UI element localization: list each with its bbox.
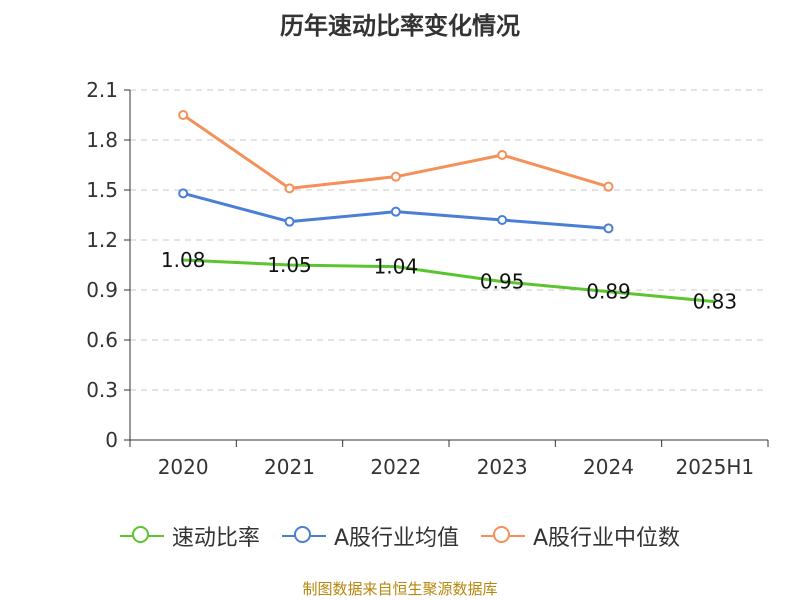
series-group [178, 110, 715, 304]
data-point [284, 183, 295, 194]
data-label: 1.04 [374, 255, 419, 279]
legend: 速动比率 A股行业均值 A股行业中位数 [0, 520, 800, 552]
legend-marker [293, 526, 311, 543]
legend-swatch [119, 525, 164, 547]
legend-marker [131, 526, 149, 543]
series-line [183, 258, 715, 304]
data-point [390, 206, 401, 217]
legend-marker [493, 526, 510, 543]
data-point [284, 216, 295, 227]
y-tick-label: 0.6 [86, 328, 118, 352]
legend-item[interactable]: 速动比率 [119, 520, 260, 552]
x-tick-label: 2024 [583, 455, 634, 479]
x-tick-label: 2025H1 [675, 455, 754, 479]
data-point [390, 171, 401, 182]
data-point [497, 150, 508, 160]
legend-label: 速动比率 [171, 526, 260, 551]
axes: 0 0.3 0.6 0.9 1.2 1.5 1.8 2.1 2020 2021 2022 2023 20… [86, 78, 769, 479]
data-point [497, 215, 508, 225]
source-note: 制图数据来自恒生聚源数据库 [302, 580, 498, 598]
x-tick-label: 2023 [477, 455, 528, 479]
data-point [603, 223, 614, 234]
x-tick-label: 2020 [158, 455, 209, 479]
data-point [178, 110, 189, 120]
gridlines [130, 89, 768, 391]
y-tick-label: 1.2 [86, 228, 118, 252]
y-tick-label: 1.8 [86, 128, 118, 152]
data-label: 0.95 [480, 270, 525, 294]
data-label: 1.08 [161, 248, 206, 272]
y-tick-label: 0.9 [86, 278, 118, 302]
chart-title: 历年速动比率变化情况 [280, 12, 520, 40]
legend-item[interactable]: A股行业中位数 [481, 520, 680, 552]
y-tick-label: 0.3 [86, 378, 118, 402]
legend-swatch [481, 525, 525, 547]
data-label: 0.83 [693, 290, 738, 314]
y-tick-label: 2.1 [86, 78, 118, 102]
y-tick-label: 0 [105, 428, 118, 452]
legend-swatch [281, 525, 326, 547]
legend-item[interactable]: A股行业均值 [281, 520, 459, 552]
data-label: 1.05 [267, 253, 312, 277]
x-tick-label: 2021 [264, 455, 315, 479]
y-tick-label: 1.5 [86, 178, 118, 202]
legend-label: A股行业均值 [333, 526, 459, 551]
x-tick-label: 2022 [370, 455, 421, 479]
data-label: 0.89 [586, 280, 631, 304]
data-labels: 1.08 1.05 1.04 0.95 0.89 0.83 [161, 248, 737, 314]
data-point [178, 188, 189, 199]
data-point [603, 181, 614, 192]
legend-label: A股行业中位数 [533, 526, 681, 551]
